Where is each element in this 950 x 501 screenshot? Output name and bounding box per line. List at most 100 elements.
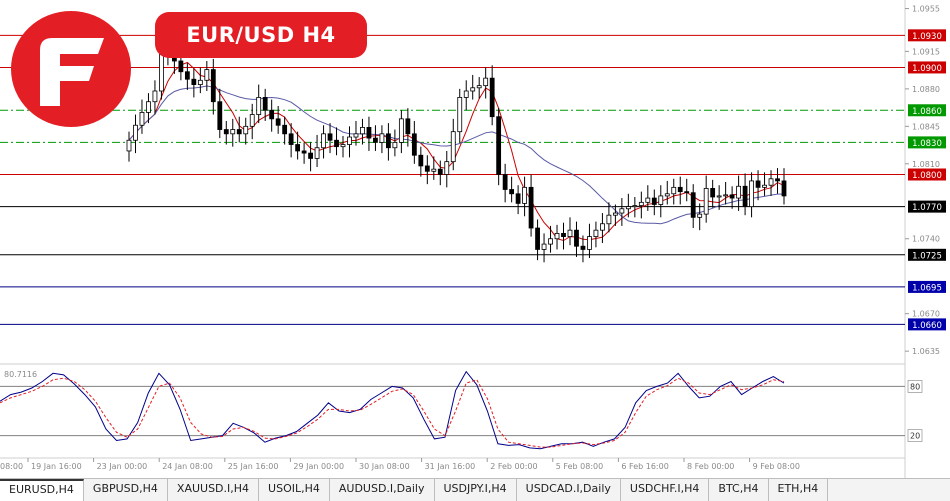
candle-body-bull (353, 133, 359, 138)
candle (314, 134, 320, 168)
candle-body-bull (360, 127, 365, 135)
candle (554, 224, 560, 250)
candle-body-bear (288, 133, 294, 145)
time-label: 25 Jan 16:00 (228, 462, 279, 471)
candle-body-bear (282, 124, 288, 135)
candle (690, 184, 696, 229)
candle-body-bear (386, 133, 391, 149)
candle-body-bull (716, 195, 722, 198)
candle-body-bull (457, 97, 463, 133)
tab-eurusd-h4[interactable]: EURUSD,H4 (0, 479, 84, 501)
candle-body-bull (398, 118, 404, 143)
stoch-level-tag (907, 429, 923, 442)
candle-body-bull (256, 97, 262, 115)
price-axis-ticks: 1.0955 1.0915 1.0880 1.0845 1.0810 1.0740 1.06… (905, 5, 940, 356)
candle-body-bull (638, 201, 644, 206)
tab-usdjpy-i-h4[interactable]: USDJPY.I,H4 (435, 479, 517, 501)
candle-body-bear (405, 118, 411, 135)
candle-body-bear (515, 193, 521, 204)
candle (386, 123, 391, 161)
candle-body-bear (236, 129, 242, 135)
candle (210, 58, 216, 115)
tab-btc-h4[interactable]: BTC,H4 (709, 479, 769, 501)
candle-body-bear (710, 188, 716, 198)
price-tick-label: 1.0740 (912, 235, 940, 244)
candle-body-bull (541, 243, 547, 250)
level-price-label: 1.0660 (912, 321, 942, 331)
candle (697, 203, 703, 231)
candle (703, 175, 709, 223)
tab-usdcad-i-daily[interactable]: USDCAD.I,Daily (517, 479, 621, 501)
candle-body-bear (327, 133, 333, 141)
candle (625, 193, 631, 218)
candle-body-bull (243, 125, 249, 135)
level-price-label: 1.0930 (912, 32, 942, 42)
candle-body-bear (217, 101, 223, 130)
tab-audusd-i-daily[interactable]: AUDUSD.I,Daily (330, 479, 435, 501)
candle (340, 135, 346, 158)
time-label: 8 Feb 00:00 (687, 462, 734, 471)
candle (587, 223, 592, 259)
candle-body-bull (671, 186, 677, 195)
candle-body-bull (625, 206, 631, 210)
tab-usoil-h4[interactable]: USOIL,H4 (259, 479, 330, 501)
candle-body-bear (210, 69, 216, 103)
candle-body-bear (366, 127, 372, 139)
candle-body-bull (476, 85, 482, 89)
candle-body-bull (139, 112, 145, 126)
stoch-signal-line (0, 377, 785, 448)
stoch-level-tag (907, 380, 923, 393)
tab-usdchf-i-h4[interactable]: USDCHF.I,H4 (621, 479, 710, 501)
level-price-labels: 1.0930 1.0900 1.0860 1.0830 1.0800 1.0770 1.07… (908, 29, 946, 331)
candle (139, 99, 145, 134)
time-label: 23 Jan 00:00 (97, 462, 148, 471)
candle-body-bull (548, 238, 553, 245)
price-tick-label: 1.0915 (912, 47, 940, 56)
candle (450, 118, 456, 171)
tab-xauusd-i-h4[interactable]: XAUUSD.I,H4 (168, 479, 260, 501)
candle (522, 176, 527, 217)
candle-body-bull (379, 133, 385, 143)
price-tick-label: 1.0955 (912, 5, 940, 14)
candle-body-bear (755, 180, 761, 188)
candle (197, 67, 203, 94)
candle-body-bear (424, 165, 430, 172)
candle (217, 88, 223, 139)
candle-body-bear (275, 118, 281, 126)
candle-body-bear (262, 97, 268, 111)
candle (437, 160, 443, 186)
candle-body-bull (723, 194, 729, 197)
price-tick-label: 1.0810 (912, 160, 940, 169)
candle (749, 172, 754, 218)
candle-body-bear (651, 197, 657, 205)
candle (476, 77, 482, 99)
candle (671, 178, 677, 205)
tab-eth-h4[interactable]: ETH,H4 (769, 479, 829, 501)
candle (619, 198, 625, 226)
candle-body-bear (742, 185, 748, 208)
candle-body-bull (463, 90, 469, 98)
stoch-level-label: 20 (910, 432, 920, 441)
stoch-main-line (0, 370, 785, 450)
candle-body-bull (632, 205, 638, 208)
candle-body-bear (308, 152, 313, 159)
candle-body-bear (775, 178, 780, 182)
candle-body-bull (204, 69, 210, 81)
candle-body-bull (587, 236, 592, 250)
candle-body-bull (612, 212, 618, 216)
level-price-label: 1.0770 (912, 203, 942, 213)
candle (457, 88, 463, 143)
level-price-label: 1.0800 (912, 171, 942, 181)
candle-body-bull (431, 168, 437, 172)
candle (775, 168, 780, 194)
time-label: 19 Jan 16:00 (31, 462, 82, 471)
candle (483, 67, 489, 99)
tab-gbpusd-h4[interactable]: GBPUSD,H4 (84, 479, 168, 501)
candle-body-bull (600, 223, 605, 231)
level-price-tag (908, 104, 946, 117)
stochastic-pane: 80 20 80.7116 (0, 370, 923, 450)
candle (664, 180, 670, 205)
level-price-tag (908, 136, 946, 149)
candle (405, 108, 411, 147)
candle (373, 125, 378, 151)
